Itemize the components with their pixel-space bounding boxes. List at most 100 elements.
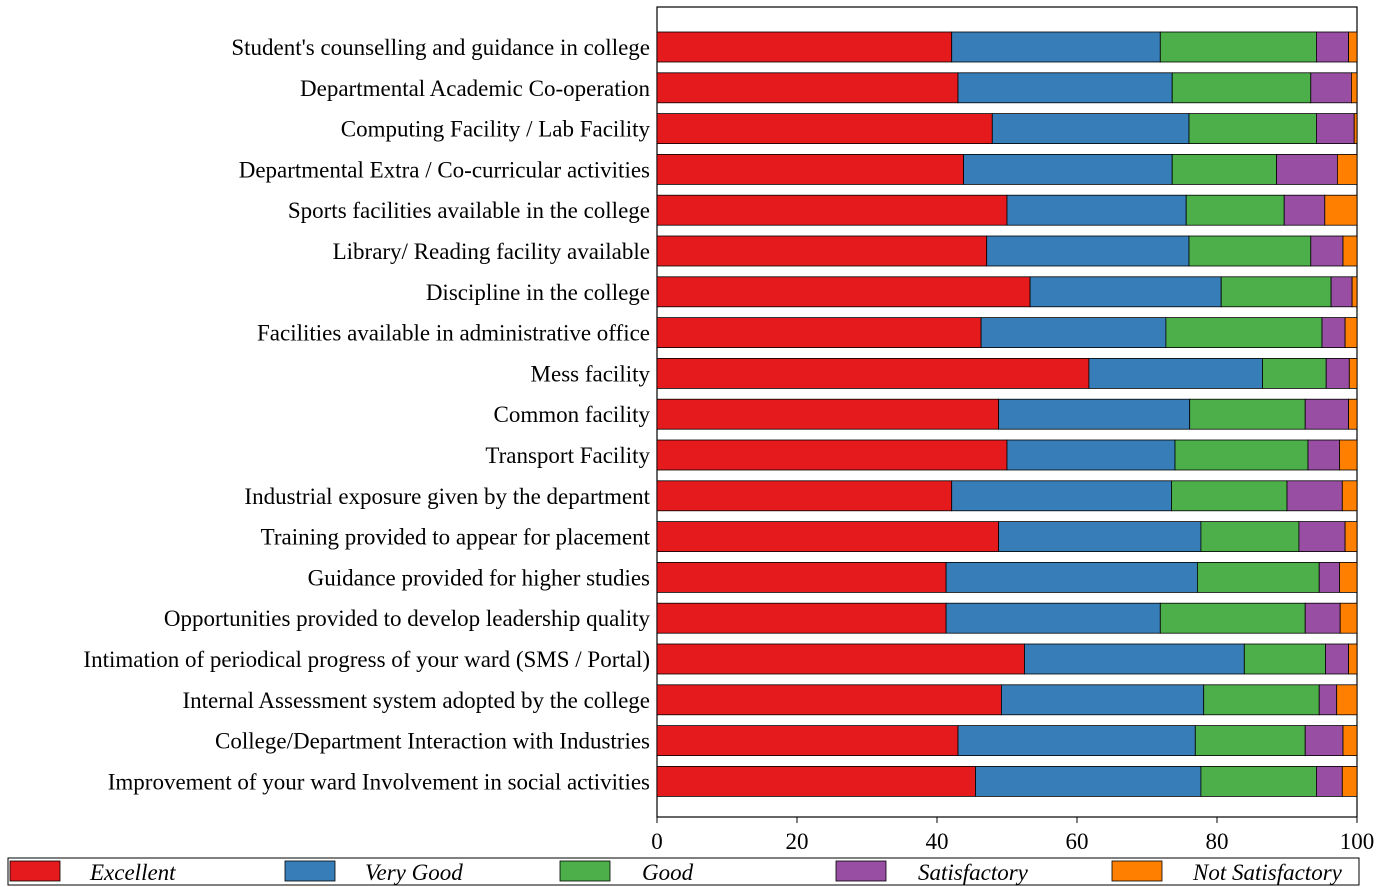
legend-label-very-good: Very Good bbox=[365, 860, 463, 885]
bar-not-satisfactory-17 bbox=[1342, 725, 1358, 756]
bar-satisfactory-4 bbox=[1283, 194, 1326, 226]
category-label-8: Mess facility bbox=[531, 361, 651, 386]
bar-satisfactory-5 bbox=[1310, 235, 1344, 267]
category-label-6: Discipline in the college bbox=[426, 280, 650, 305]
bar-not-satisfactory-12 bbox=[1344, 521, 1358, 552]
bar-excellent-9 bbox=[656, 398, 1000, 430]
bar-excellent-8 bbox=[656, 357, 1090, 389]
legend-label-good: Good bbox=[642, 860, 694, 885]
bar-very-good-6 bbox=[1029, 276, 1222, 308]
bar-satisfactory-17 bbox=[1304, 725, 1344, 756]
bar-very-good-8 bbox=[1088, 357, 1263, 389]
bar-satisfactory-0 bbox=[1316, 31, 1350, 63]
bar-satisfactory-11 bbox=[1286, 480, 1343, 512]
bar-good-11 bbox=[1171, 480, 1288, 512]
category-label-14: Opportunities provided to develop leader… bbox=[164, 606, 651, 631]
x-tick-label-2: 40 bbox=[926, 829, 949, 854]
bar-excellent-18 bbox=[656, 766, 976, 797]
bar-very-good-4 bbox=[1006, 194, 1187, 226]
bar-satisfactory-16 bbox=[1318, 684, 1338, 716]
bar-very-good-7 bbox=[980, 317, 1167, 349]
x-axis: 0 20 40 60 80 100 bbox=[651, 817, 1374, 854]
category-label-0: Student's counselling and guidance in co… bbox=[231, 35, 650, 60]
bar-good-8 bbox=[1262, 357, 1327, 389]
bar-good-2 bbox=[1188, 113, 1317, 144]
legend-swatch-not-satisfactory bbox=[1111, 860, 1163, 882]
category-label-11: Industrial exposure given by the departm… bbox=[244, 484, 650, 509]
x-tick-label-5: 100 bbox=[1340, 829, 1375, 854]
x-tick-label-3: 60 bbox=[1066, 829, 1089, 854]
x-tick-label-4: 80 bbox=[1206, 829, 1229, 854]
bar-good-7 bbox=[1165, 317, 1323, 349]
x-tick-label-0: 0 bbox=[651, 829, 663, 854]
bar-good-9 bbox=[1189, 398, 1306, 430]
x-tick-label-1: 20 bbox=[786, 829, 809, 854]
legend: Excellent Very Good Good Satisfactory Not Sa… bbox=[7, 857, 1360, 886]
bar-excellent-7 bbox=[656, 317, 982, 349]
bar-not-satisfactory-13 bbox=[1339, 562, 1358, 593]
bar-very-good-9 bbox=[998, 398, 1191, 430]
bar-excellent-16 bbox=[656, 684, 1002, 716]
bar-not-satisfactory-10 bbox=[1339, 439, 1358, 471]
bar-excellent-10 bbox=[656, 439, 1008, 471]
bar-satisfactory-12 bbox=[1298, 521, 1346, 552]
bar-excellent-5 bbox=[656, 235, 988, 267]
bar-not-satisfactory-1 bbox=[1351, 72, 1358, 104]
bar-not-satisfactory-9 bbox=[1348, 398, 1358, 430]
bar-satisfactory-3 bbox=[1276, 153, 1338, 185]
bar-excellent-0 bbox=[656, 31, 953, 63]
bar-satisfactory-15 bbox=[1325, 643, 1350, 675]
bar-excellent-11 bbox=[656, 480, 953, 512]
bar-very-good-18 bbox=[975, 766, 1202, 797]
bar-excellent-17 bbox=[656, 725, 959, 756]
legend-swatch-very-good bbox=[284, 860, 336, 882]
bar-satisfactory-6 bbox=[1330, 276, 1353, 308]
legend-label-satisfactory: Satisfactory bbox=[918, 860, 1029, 885]
legend-swatch-satisfactory bbox=[835, 860, 887, 882]
bar-excellent-3 bbox=[656, 153, 965, 185]
bar-not-satisfactory-11 bbox=[1341, 480, 1358, 512]
bar-excellent-14 bbox=[656, 602, 947, 634]
bar-good-4 bbox=[1185, 194, 1285, 226]
bar-good-6 bbox=[1220, 276, 1332, 308]
legend-label-excellent: Excellent bbox=[89, 860, 176, 885]
bar-good-17 bbox=[1194, 725, 1306, 756]
category-label-17: College/Department Interaction with Indu… bbox=[215, 729, 650, 754]
bar-very-good-5 bbox=[986, 235, 1190, 267]
bar-very-good-10 bbox=[1006, 439, 1176, 471]
bar-very-good-14 bbox=[945, 602, 1161, 634]
bar-very-good-12 bbox=[998, 521, 1202, 552]
bar-excellent-2 bbox=[656, 113, 993, 144]
bars-group bbox=[656, 31, 1358, 797]
bar-excellent-4 bbox=[656, 194, 1008, 226]
bar-satisfactory-8 bbox=[1325, 357, 1350, 389]
bar-excellent-1 bbox=[656, 72, 959, 104]
bar-not-satisfactory-0 bbox=[1348, 31, 1358, 63]
bar-not-satisfactory-2 bbox=[1353, 113, 1358, 144]
category-label-2: Computing Facility / Lab Facility bbox=[341, 117, 651, 142]
bar-not-satisfactory-5 bbox=[1342, 235, 1358, 267]
legend-swatch-excellent bbox=[9, 860, 61, 882]
bar-not-satisfactory-6 bbox=[1351, 276, 1358, 308]
category-label-10: Transport Facility bbox=[485, 443, 650, 468]
bar-excellent-15 bbox=[656, 643, 1025, 675]
category-label-15: Intimation of periodical progress of you… bbox=[83, 647, 650, 672]
bar-not-satisfactory-4 bbox=[1324, 194, 1358, 226]
bar-good-18 bbox=[1200, 766, 1317, 797]
bar-not-satisfactory-8 bbox=[1348, 357, 1358, 389]
category-label-1: Departmental Academic Co-operation bbox=[300, 76, 650, 101]
bar-not-satisfactory-7 bbox=[1344, 317, 1358, 349]
category-label-7: Facilities available in administrative o… bbox=[257, 321, 650, 346]
bar-not-satisfactory-15 bbox=[1348, 643, 1358, 675]
bar-excellent-6 bbox=[656, 276, 1031, 308]
category-label-9: Common facility bbox=[493, 402, 650, 427]
bar-very-good-0 bbox=[951, 31, 1161, 63]
bar-good-16 bbox=[1203, 684, 1320, 716]
category-label-13: Guidance provided for higher studies bbox=[308, 565, 650, 590]
bar-very-good-16 bbox=[1001, 684, 1205, 716]
bar-very-good-13 bbox=[945, 562, 1198, 593]
bar-good-12 bbox=[1200, 521, 1300, 552]
bar-good-3 bbox=[1171, 153, 1277, 185]
category-label-5: Library/ Reading facility available bbox=[333, 239, 650, 264]
